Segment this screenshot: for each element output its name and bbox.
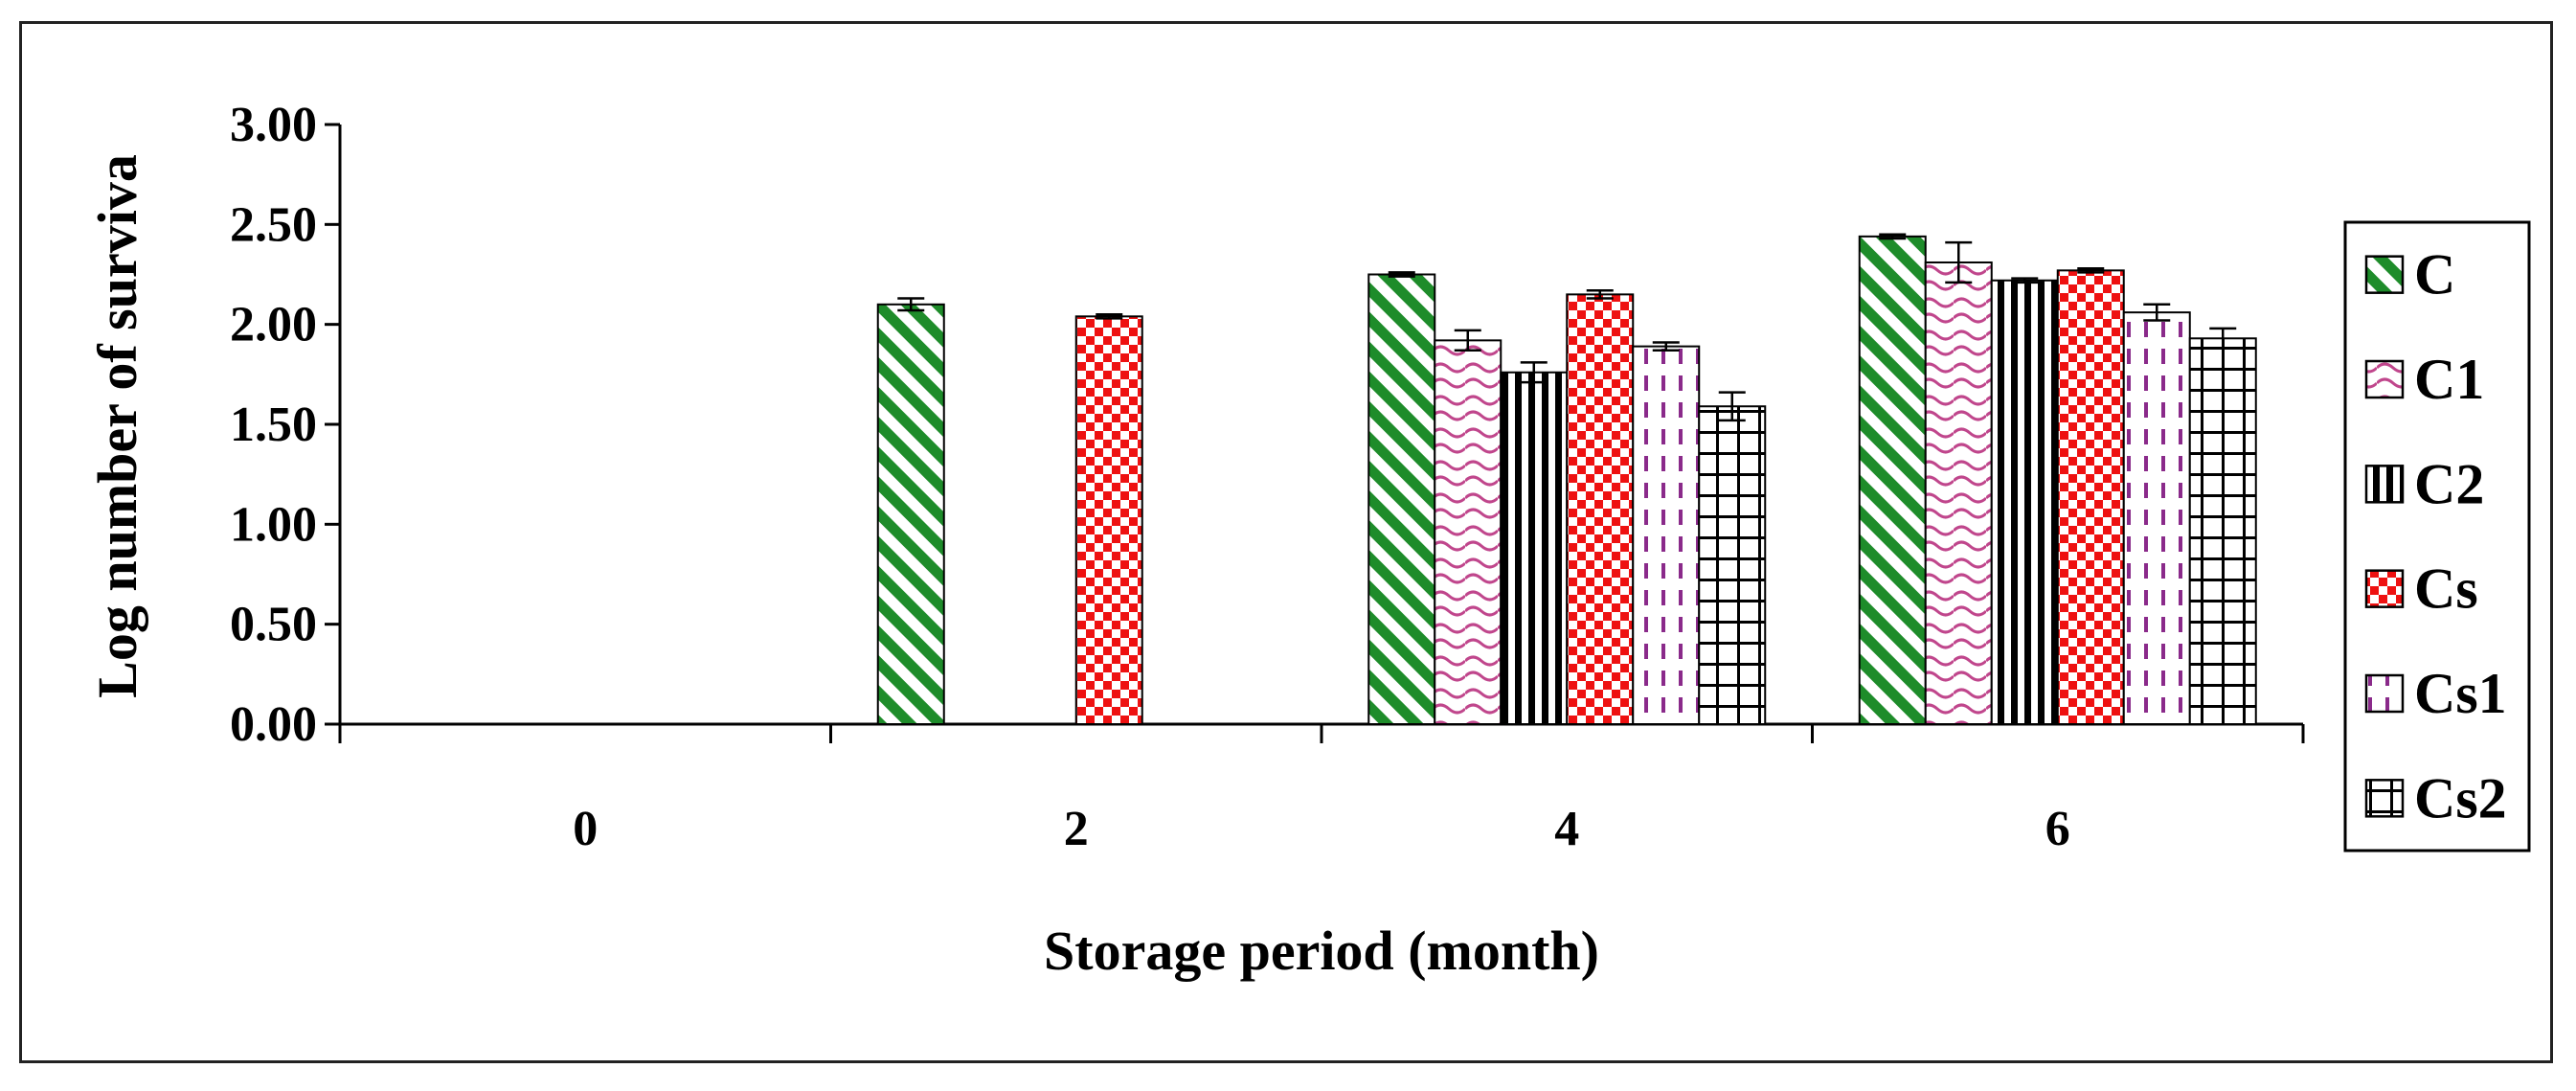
legend: C C1 C2 Cs Cs1 Cs2	[2343, 220, 2531, 852]
y-tick-label: 0.00	[230, 697, 317, 752]
bar-cs-month-6	[2056, 269, 2125, 725]
legend-label-cs1: Cs1	[2414, 662, 2507, 725]
legend-label-cs2: Cs2	[2414, 766, 2507, 830]
plot-area: 0.00 0.50 1.00 1.50 2.00 2.50 3.00 0 2 4 6 Log numb…	[86, 98, 2305, 982]
y-tick-label: 0.50	[230, 598, 317, 652]
bar-c1-month-6	[1924, 261, 1993, 725]
x-tick-label: 4	[1554, 802, 1579, 856]
bar-cs1-month-6	[2122, 311, 2191, 725]
y-tick-label: 1.50	[230, 398, 317, 452]
y-tick-label: 2.00	[230, 298, 317, 352]
bar-c1-month-4	[1434, 339, 1503, 725]
bar-c-month-2	[876, 303, 945, 725]
legend-swatch-cs2	[2364, 779, 2405, 818]
y-tick-label: 1.00	[230, 497, 317, 552]
legend-label-c2: C2	[2414, 452, 2484, 515]
y-tick-label: 3.00	[230, 98, 317, 152]
x-tick-label: 2	[1064, 802, 1089, 856]
legend-swatch-cs	[2364, 569, 2405, 608]
bar-cs-month-2	[1074, 315, 1143, 725]
bar-c-month-6	[1858, 235, 1927, 725]
bar-cs1-month-4	[1632, 345, 1701, 725]
y-axis-title: Log number of surviva	[86, 154, 148, 698]
legend-label-cs: Cs	[2414, 557, 2478, 621]
bar-cs-month-4	[1566, 293, 1635, 725]
bar-cs2-month-6	[2188, 337, 2257, 725]
bar-c-month-4	[1367, 273, 1436, 725]
bar-c2-month-4	[1500, 371, 1569, 725]
bar-cs2-month-4	[1698, 405, 1767, 725]
legend-swatch-c1	[2364, 359, 2405, 399]
bar-c2-month-6	[1990, 279, 2059, 725]
legend-box	[2343, 220, 2531, 852]
y-tick-label: 2.50	[230, 197, 317, 252]
legend-label-c: C	[2414, 243, 2455, 307]
legend-swatch-c	[2364, 255, 2405, 294]
x-tick-label: 0	[573, 802, 598, 856]
legend-swatch-cs1	[2364, 673, 2405, 714]
x-axis-title: Storage period (month)	[1044, 920, 1599, 982]
legend-swatch-c2	[2364, 465, 2405, 504]
legend-label-c1: C1	[2414, 348, 2484, 411]
x-tick-label: 6	[2045, 802, 2070, 856]
